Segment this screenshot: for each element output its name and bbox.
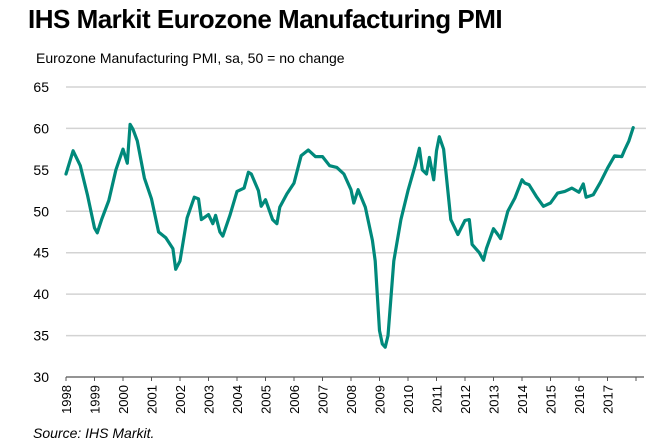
x-tick-label: 2015 — [544, 385, 559, 414]
source-note: Source: IHS Markit. — [33, 425, 155, 441]
x-tick-label: 2013 — [487, 385, 502, 414]
x-tick-label: 1998 — [59, 385, 74, 414]
x-tick-label: 2004 — [230, 385, 245, 414]
x-tick-label: 2011 — [430, 385, 445, 413]
x-tick-label: 2000 — [116, 385, 131, 414]
gridlines — [66, 86, 646, 337]
y-tick-label: 40 — [33, 286, 49, 302]
x-tick-label: 2012 — [458, 385, 473, 414]
y-tick-label: 60 — [33, 120, 49, 136]
y-tick-label: 50 — [33, 203, 49, 219]
series-layer — [64, 122, 635, 349]
x-tick-label: 1999 — [88, 385, 103, 414]
y-tick-label: 30 — [33, 369, 49, 385]
x-tick-label: 2014 — [515, 385, 530, 414]
x-tick-label: 2016 — [572, 385, 587, 414]
x-tick-label: 2001 — [145, 385, 160, 414]
series-line-pmi — [64, 122, 635, 349]
x-tick-label: 2005 — [259, 385, 274, 414]
y-tick-label: 65 — [33, 79, 49, 95]
x-tick-label: 2008 — [344, 385, 359, 414]
chart-subtitle: Eurozone Manufacturing PMI, sa, 50 = no … — [36, 50, 345, 66]
x-tick-label: 2006 — [287, 385, 302, 414]
x-tick-label: 2002 — [173, 385, 188, 414]
y-tick-label: 35 — [33, 328, 49, 344]
y-tick-label: 45 — [33, 245, 49, 261]
x-tick-label: 2017 — [601, 385, 616, 414]
y-axis-ticks: 30 35 40 45 50 55 60 65 — [33, 79, 49, 385]
x-axis: 1998 1999 2000 2001 2002 2003 2004 2005 2006 2007… — [59, 376, 644, 414]
x-tick-label: 2009 — [373, 385, 388, 414]
x-tick-label: 2003 — [202, 385, 217, 414]
x-tick-label: 2010 — [401, 385, 416, 414]
x-tick-label: 2007 — [316, 385, 331, 414]
page-title: IHS Markit Eurozone Manufacturing PMI — [28, 4, 503, 34]
y-tick-label: 55 — [33, 162, 49, 178]
